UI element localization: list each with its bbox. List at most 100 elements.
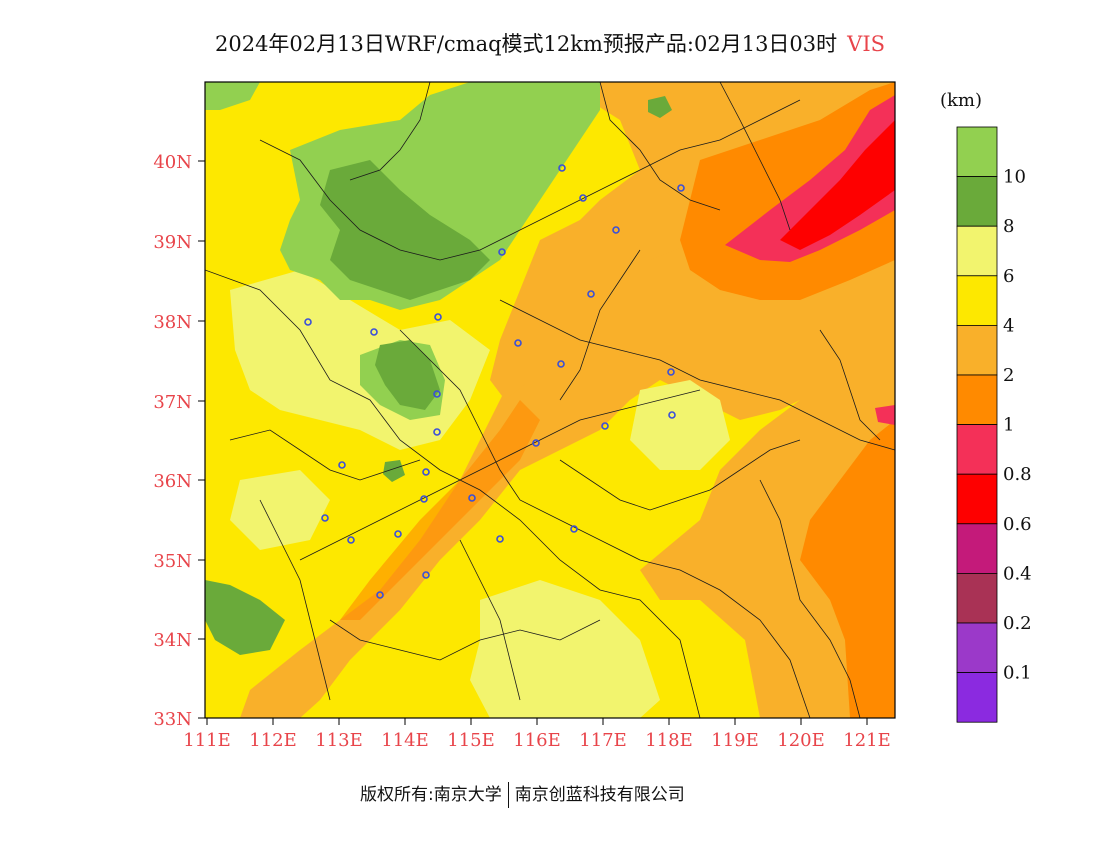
city-marker [420,495,428,503]
colorbar-label: 6 [1003,266,1014,287]
field-0p8-east-spot [875,405,895,425]
map-title: 2024年02月13日WRF/cmaq模式12km预报产品:02月13日03时 V… [0,28,1100,58]
colorbar-swatch [956,275,998,326]
lat-label: 33N [153,709,192,730]
city-marker [558,164,566,172]
colorbar-label: 0.2 [1003,613,1032,634]
copyright-footer: 版权所有:南京大学 南京创蓝科技有限公司 [360,780,685,808]
colorbar-label: 0.6 [1003,514,1032,535]
colorbar-swatch [956,622,998,673]
lon-label: 117E [579,730,627,751]
boundary-line [499,299,895,451]
lon-label: 119E [711,730,759,751]
colorbar-label: 0.8 [1003,464,1032,485]
lon-label: 115E [447,730,495,751]
longitude-labels: 111E 112E 113E 114E 115E 116E 117E 118E … [183,730,891,751]
lat-label: 40N [153,152,192,173]
boundary-line [329,619,601,661]
boundary-line [299,389,701,561]
boundary-line [229,429,421,481]
city-marker [338,461,346,469]
colorbar-label: 1 [1003,415,1014,436]
colorbar-swatch [956,176,998,227]
lat-label: 37N [153,392,192,413]
colorbar-label: 10 [1003,167,1026,188]
colorbar-label: 2 [1003,365,1014,386]
boundary-line [259,499,331,701]
city-marker [347,536,355,544]
boundary-line [559,249,641,401]
lon-label: 114E [381,730,429,751]
lon-label: 116E [513,730,561,751]
lat-label: 34N [153,630,192,651]
colorbar-swatch [956,225,998,277]
plot-frame [204,81,896,719]
colorbar-swatch [956,573,998,624]
city-marker [434,313,442,321]
colorbar: 10 8 6 4 2 1 0.8 0.6 0.4 0.2 0.1 [956,126,1032,723]
boundary-line [759,479,861,718]
city-markers [304,164,685,599]
city-marker [667,368,675,376]
city-marker [422,571,430,579]
city-marker [468,494,476,502]
city-marker [321,514,329,522]
colorbar-swatch [956,374,998,425]
city-marker [433,428,441,436]
field-0p8to1 [725,95,895,262]
city-marker [496,535,504,543]
lon-label: 112E [249,730,297,751]
variable-label: VIS [847,32,886,56]
longitude-axis [206,718,868,725]
field-above10-northwest [205,82,260,110]
colorbar-label: 4 [1003,315,1014,336]
boundary-line [719,82,791,231]
field-6to8-southwest [230,470,330,550]
colorbar-swatch [956,424,998,475]
lat-label: 38N [153,312,192,333]
city-marker [376,591,384,599]
colorbar-swatch [956,672,998,723]
copyright-owner: 版权所有:南京大学 [360,785,502,805]
boundary-line [399,329,811,718]
field-8to10-spot [383,460,405,482]
colorbar-label: 8 [1003,216,1014,237]
colorbar-swatch [956,126,998,177]
city-marker [570,525,578,533]
colorbar-swatch [956,523,998,574]
field-6to8-south [470,580,660,718]
colorbar-label: 0.1 [1003,663,1032,684]
colorbar-label: 0.4 [1003,563,1032,584]
lat-label: 39N [153,232,192,253]
copyright-company: 南京创蓝科技有限公司 [514,785,685,805]
city-marker [532,439,540,447]
lon-label: 120E [777,730,825,751]
field-8to10-central [375,340,440,410]
colorbar-swatch [956,473,998,525]
boundary-line [599,82,721,211]
boundary-line [459,539,521,701]
field-0p6to0p8 [780,120,895,250]
field-2to4-north [490,180,720,400]
lon-label: 118E [645,730,693,751]
city-marker [601,422,609,430]
city-marker [304,318,312,326]
city-marker [668,411,676,419]
visibility-field [205,82,895,718]
city-marker [612,226,620,234]
city-marker [587,290,595,298]
lon-label: 121E [843,730,891,751]
city-marker [498,248,506,256]
city-marker [422,468,430,476]
colorbar-unit: (km) [940,90,983,111]
city-marker [514,339,522,347]
footer-divider [507,782,509,808]
city-marker [557,360,565,368]
lon-label: 111E [183,730,231,751]
latitude-labels: 40N 39N 38N 37N 36N 35N 34N 33N [153,152,192,730]
title-text: 2024年02月13日WRF/cmaq模式12km预报产品:02月13日03时 [214,32,838,56]
lat-label: 36N [153,471,192,492]
city-marker [677,184,685,192]
boundary-lines [205,82,895,718]
